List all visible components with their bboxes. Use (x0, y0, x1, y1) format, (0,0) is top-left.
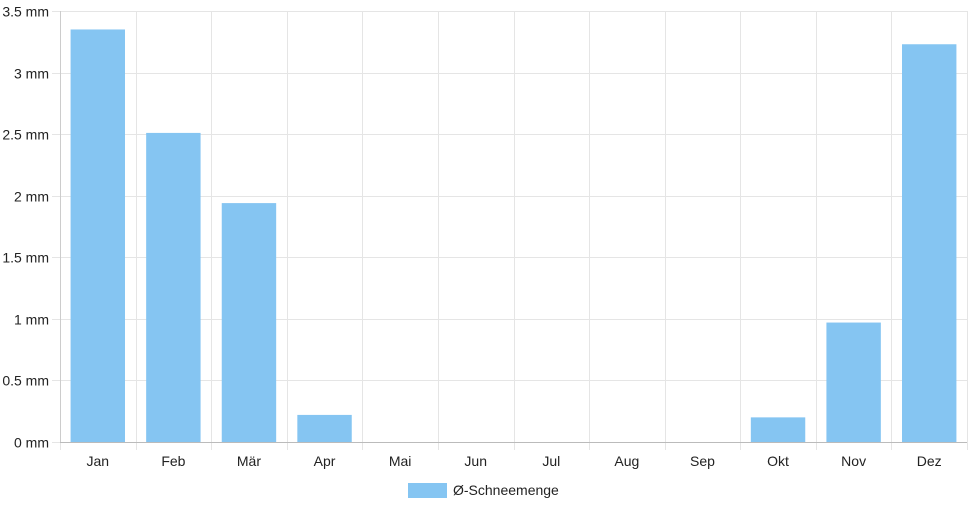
legend[interactable]: Ø-Schneemenge (408, 482, 559, 498)
bar-feb[interactable] (146, 132, 201, 442)
x-tick-label: Aug (614, 453, 639, 469)
y-tick-label: 2 mm (14, 189, 49, 205)
x-tick-label: Feb (161, 453, 185, 469)
x-tick-label: Okt (767, 453, 789, 469)
y-tick-label: 0.5 mm (2, 373, 49, 389)
x-tick-label: Mai (389, 453, 412, 469)
bar-nov[interactable] (826, 322, 881, 442)
axes (60, 11, 967, 443)
y-tick-label: 1 mm (14, 312, 49, 328)
y-tick-label: 1.5 mm (2, 250, 49, 266)
y-tick-label: 3.5 mm (2, 4, 49, 20)
bar-jan[interactable] (70, 29, 126, 442)
x-tick-label: Dez (917, 453, 942, 469)
bar-apr[interactable] (297, 414, 352, 442)
x-tick-label: Mär (237, 453, 261, 469)
legend-swatch (408, 483, 447, 498)
bar-dez[interactable] (901, 44, 957, 443)
x-tick-label: Apr (314, 453, 336, 469)
x-tick-label: Jun (464, 453, 487, 469)
y-tick-label: 2.5 mm (2, 127, 49, 143)
bar-okt[interactable] (750, 417, 806, 442)
y-axis-tick-labels: 0 mm 0.5 mm 1 mm 1.5 mm 2 mm 2.5 mm 3 mm 3.5 mm (2, 4, 49, 451)
x-tick-label: Nov (841, 453, 866, 469)
x-tick-label: Sep (690, 453, 715, 469)
x-tick-label: Jul (542, 453, 560, 469)
bars (70, 29, 957, 443)
legend-label: Ø-Schneemenge (453, 482, 559, 498)
y-tick-label: 0 mm (14, 435, 49, 451)
y-tick-label: 3 mm (14, 66, 49, 82)
x-tick-label: Jan (87, 453, 110, 469)
bar-mär[interactable] (221, 203, 277, 442)
x-axis-tick-labels: Jan Feb Mär Apr Mai Jun Jul Aug Sep Okt Nov Dez (87, 453, 942, 469)
